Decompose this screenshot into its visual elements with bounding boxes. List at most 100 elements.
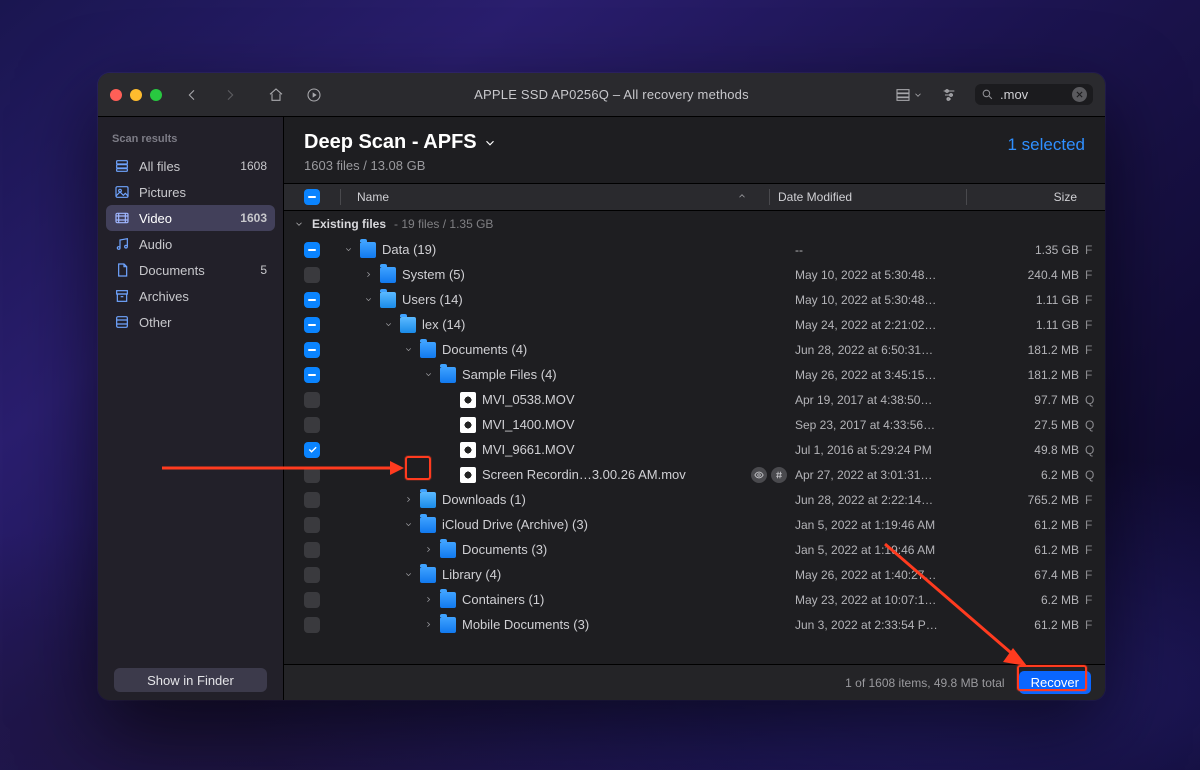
row-size: 27.5 MB [975, 418, 1085, 432]
row-checkbox[interactable] [304, 467, 320, 483]
file-icon [440, 542, 456, 558]
row-name: System (5) [402, 267, 465, 282]
row-kind: F [1085, 293, 1105, 307]
row-checkbox[interactable] [304, 317, 320, 333]
table-row[interactable]: MVI_1400.MOV Sep 23, 2017 at 4:33:56… 27… [284, 412, 1105, 437]
row-name: Downloads (1) [442, 492, 526, 507]
sidebar-item-count: 1603 [240, 211, 267, 225]
sidebar-item-label: Archives [139, 289, 189, 304]
table-row[interactable]: Containers (1) May 23, 2022 at 10:07:1… … [284, 587, 1105, 612]
table-row[interactable]: Data (19) -- 1.35 GB F [284, 237, 1105, 262]
forward-button[interactable] [216, 83, 244, 107]
disclosure-down[interactable] [402, 345, 414, 354]
sidebar-item-audio[interactable]: Audio [106, 231, 275, 257]
scan-title[interactable]: Deep Scan - APFS [304, 131, 497, 154]
home-button[interactable] [262, 83, 290, 107]
column-headers: Name Date Modified Size [284, 183, 1105, 211]
row-checkbox[interactable] [304, 517, 320, 533]
row-name: Documents (4) [442, 342, 527, 357]
row-checkbox[interactable] [304, 267, 320, 283]
sidebar-item-other[interactable]: Other [106, 309, 275, 335]
disclosure-down[interactable] [362, 295, 374, 304]
view-mode-button[interactable] [895, 87, 923, 103]
disclosure-down[interactable] [422, 370, 434, 379]
file-icon [420, 342, 436, 358]
disclosure-down[interactable] [402, 570, 414, 579]
main-panel: Deep Scan - APFS 1603 files / 13.08 GB 1… [284, 117, 1105, 700]
row-name: lex (14) [422, 317, 465, 332]
rescan-button[interactable] [300, 83, 328, 107]
back-button[interactable] [178, 83, 206, 107]
disclosure-right[interactable] [422, 620, 434, 629]
sidebar-item-all-files[interactable]: All files 1608 [106, 153, 275, 179]
table-row[interactable]: lex (14) May 24, 2022 at 2:21:02… 1.11 G… [284, 312, 1105, 337]
row-size: 49.8 MB [975, 443, 1085, 457]
table-row[interactable]: MVI_0538.MOV Apr 19, 2017 at 4:38:50… 97… [284, 387, 1105, 412]
row-kind: F [1085, 593, 1105, 607]
row-name: MVI_1400.MOV [482, 417, 575, 432]
disclosure-right[interactable] [402, 495, 414, 504]
row-checkbox[interactable] [304, 417, 320, 433]
file-icon [420, 492, 436, 508]
disclosure-right[interactable] [422, 545, 434, 554]
row-checkbox[interactable] [304, 342, 320, 358]
group-header[interactable]: Existing files - 19 files / 1.35 GB [284, 211, 1105, 237]
file-icon [460, 417, 476, 433]
column-size[interactable]: Size [975, 190, 1085, 204]
row-name: MVI_9661.MOV [482, 442, 575, 457]
close-window-button[interactable] [110, 89, 122, 101]
table-row[interactable]: Documents (3) Jan 5, 2022 at 1:19:46 AM … [284, 537, 1105, 562]
row-checkbox[interactable] [304, 617, 320, 633]
row-date: Jun 28, 2022 at 6:50:31… [795, 343, 975, 357]
sidebar-item-documents[interactable]: Documents 5 [106, 257, 275, 283]
search-field[interactable]: .mov [975, 84, 1093, 105]
table-row[interactable]: Mobile Documents (3) Jun 3, 2022 at 2:33… [284, 612, 1105, 637]
sidebar-item-video[interactable]: Video 1603 [106, 205, 275, 231]
filter-button[interactable] [935, 83, 963, 107]
disclosure-right[interactable] [362, 270, 374, 279]
row-name: Library (4) [442, 567, 501, 582]
row-checkbox[interactable] [304, 392, 320, 408]
disclosure-down[interactable] [402, 520, 414, 529]
table-row[interactable]: Library (4) May 26, 2022 at 1:40:27… 67.… [284, 562, 1105, 587]
fullscreen-window-button[interactable] [150, 89, 162, 101]
table-row[interactable]: Downloads (1) Jun 28, 2022 at 2:22:14… 7… [284, 487, 1105, 512]
disclosure-down[interactable] [382, 320, 394, 329]
row-date: May 10, 2022 at 5:30:48… [795, 268, 975, 282]
row-date: Jun 3, 2022 at 2:33:54 P… [795, 618, 975, 632]
row-checkbox[interactable] [304, 542, 320, 558]
sidebar-item-label: Audio [139, 237, 172, 252]
row-checkbox[interactable] [304, 492, 320, 508]
footer-status: 1 of 1608 items, 49.8 MB total [845, 676, 1004, 690]
show-in-finder-button[interactable]: Show in Finder [114, 668, 267, 692]
table-row[interactable]: iCloud Drive (Archive) (3) Jan 5, 2022 a… [284, 512, 1105, 537]
minimize-window-button[interactable] [130, 89, 142, 101]
sidebar-item-archives[interactable]: Archives [106, 283, 275, 309]
row-checkbox[interactable] [304, 592, 320, 608]
sidebar-item-pictures[interactable]: Pictures [106, 179, 275, 205]
table-row[interactable]: Users (14) May 10, 2022 at 5:30:48… 1.11… [284, 287, 1105, 312]
table-row[interactable]: Documents (4) Jun 28, 2022 at 6:50:31… 1… [284, 337, 1105, 362]
search-icon [981, 88, 994, 101]
row-size: 181.2 MB [975, 368, 1085, 382]
row-checkbox[interactable] [304, 567, 320, 583]
selected-count[interactable]: 1 selected [1008, 131, 1086, 155]
table-row[interactable]: Sample Files (4) May 26, 2022 at 3:45:15… [284, 362, 1105, 387]
file-icon [440, 617, 456, 633]
disclosure-down[interactable] [342, 245, 354, 254]
search-value: .mov [1000, 87, 1028, 102]
file-icon [400, 317, 416, 333]
file-list: Existing files - 19 files / 1.35 GB Data… [284, 211, 1105, 664]
column-date[interactable]: Date Modified [778, 190, 958, 204]
select-all-checkbox[interactable] [304, 189, 320, 205]
column-name[interactable]: Name [349, 190, 761, 204]
table-row[interactable]: System (5) May 10, 2022 at 5:30:48… 240.… [284, 262, 1105, 287]
disclosure-right[interactable] [422, 595, 434, 604]
row-checkbox[interactable] [304, 442, 320, 458]
row-checkbox[interactable] [304, 242, 320, 258]
row-checkbox[interactable] [304, 292, 320, 308]
file-icon [360, 242, 376, 258]
row-size: 67.4 MB [975, 568, 1085, 582]
row-checkbox[interactable] [304, 367, 320, 383]
clear-search-button[interactable] [1072, 87, 1087, 102]
